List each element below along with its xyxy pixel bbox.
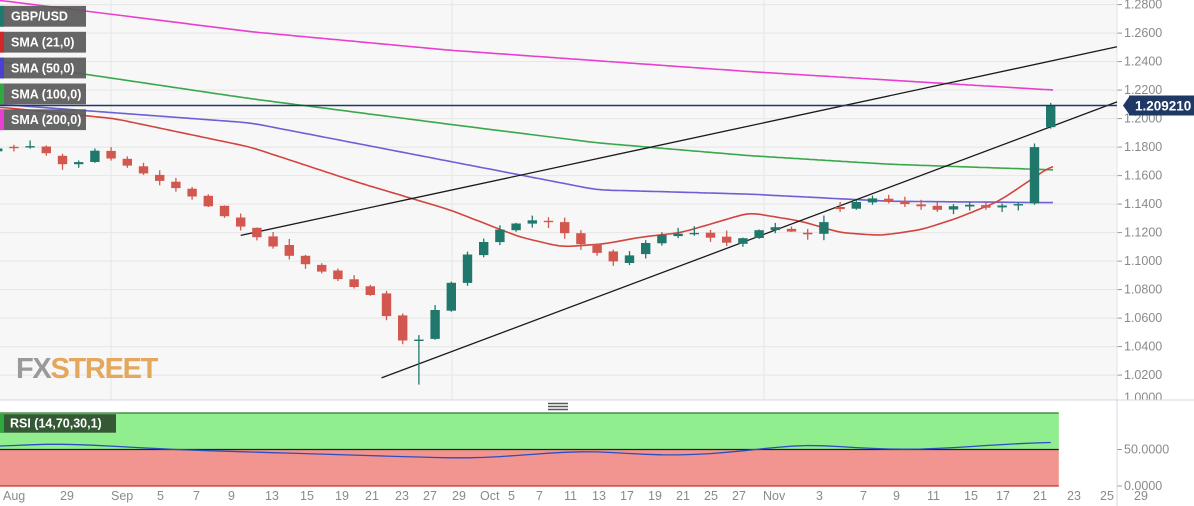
svg-text:3: 3 <box>816 489 823 503</box>
svg-text:21: 21 <box>676 489 690 503</box>
svg-text:1.1200: 1.1200 <box>1124 226 1162 240</box>
svg-text:Sep: Sep <box>111 489 133 503</box>
svg-text:1.2400: 1.2400 <box>1124 55 1162 69</box>
svg-text:19: 19 <box>335 489 349 503</box>
svg-text:SMA (200,0): SMA (200,0) <box>11 113 81 127</box>
svg-text:1.0800: 1.0800 <box>1124 283 1162 297</box>
svg-text:SMA (50,0): SMA (50,0) <box>11 61 74 75</box>
svg-text:FXSTREET: FXSTREET <box>16 353 159 385</box>
svg-text:23: 23 <box>395 489 409 503</box>
svg-text:GBP/USD: GBP/USD <box>11 10 68 24</box>
svg-text:13: 13 <box>265 489 279 503</box>
svg-text:1.1400: 1.1400 <box>1124 197 1162 211</box>
svg-text:1.2800: 1.2800 <box>1124 0 1162 12</box>
svg-text:SMA (100,0): SMA (100,0) <box>11 87 81 101</box>
svg-text:1.1800: 1.1800 <box>1124 140 1162 154</box>
svg-text:50.0000: 50.0000 <box>1124 443 1169 457</box>
svg-text:7: 7 <box>193 489 200 503</box>
svg-text:5: 5 <box>157 489 164 503</box>
svg-text:1.1600: 1.1600 <box>1124 169 1162 183</box>
svg-text:5: 5 <box>508 489 515 503</box>
svg-text:29: 29 <box>1134 489 1148 503</box>
svg-text:1.0400: 1.0400 <box>1124 340 1162 354</box>
svg-text:Oct: Oct <box>480 489 500 503</box>
svg-text:27: 27 <box>732 489 746 503</box>
svg-text:17: 17 <box>620 489 634 503</box>
svg-text:RSI (14,70,30,1): RSI (14,70,30,1) <box>10 417 102 431</box>
svg-text:21: 21 <box>365 489 379 503</box>
svg-text:9: 9 <box>228 489 235 503</box>
svg-text:17: 17 <box>996 489 1010 503</box>
svg-text:SMA (21,0): SMA (21,0) <box>11 36 74 50</box>
svg-text:23: 23 <box>1067 489 1081 503</box>
svg-text:21: 21 <box>1033 489 1047 503</box>
svg-text:25: 25 <box>1100 489 1114 503</box>
svg-text:1.2600: 1.2600 <box>1124 26 1162 40</box>
svg-text:29: 29 <box>452 489 466 503</box>
svg-text:15: 15 <box>964 489 978 503</box>
svg-text:1.1000: 1.1000 <box>1124 254 1162 268</box>
svg-text:7: 7 <box>860 489 867 503</box>
svg-text:27: 27 <box>423 489 437 503</box>
svg-text:Aug: Aug <box>3 489 25 503</box>
svg-text:11: 11 <box>564 489 577 503</box>
svg-text:1.2200: 1.2200 <box>1124 83 1162 97</box>
svg-text:25: 25 <box>704 489 718 503</box>
svg-text:1.209210: 1.209210 <box>1135 99 1191 114</box>
svg-text:13: 13 <box>592 489 606 503</box>
svg-text:9: 9 <box>893 489 900 503</box>
svg-text:1.0600: 1.0600 <box>1124 311 1162 325</box>
svg-text:15: 15 <box>300 489 314 503</box>
svg-text:29: 29 <box>60 489 74 503</box>
svg-text:19: 19 <box>648 489 662 503</box>
svg-text:Nov: Nov <box>763 489 786 503</box>
svg-text:1.0200: 1.0200 <box>1124 368 1162 382</box>
svg-text:11: 11 <box>927 489 940 503</box>
svg-text:7: 7 <box>536 489 543 503</box>
